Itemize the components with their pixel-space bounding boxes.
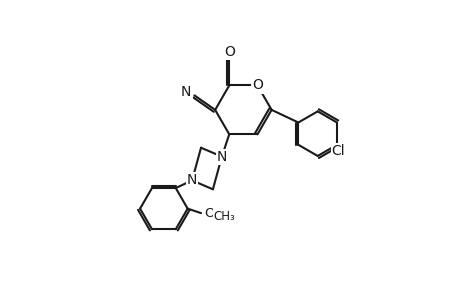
Text: Cl: Cl [331, 144, 345, 158]
Text: N: N [216, 150, 227, 164]
Text: CH₃: CH₃ [213, 210, 235, 223]
Text: N: N [186, 173, 197, 188]
Text: O: O [203, 208, 214, 220]
Text: O: O [224, 45, 234, 59]
Text: O: O [252, 78, 263, 92]
Text: N: N [181, 85, 191, 98]
